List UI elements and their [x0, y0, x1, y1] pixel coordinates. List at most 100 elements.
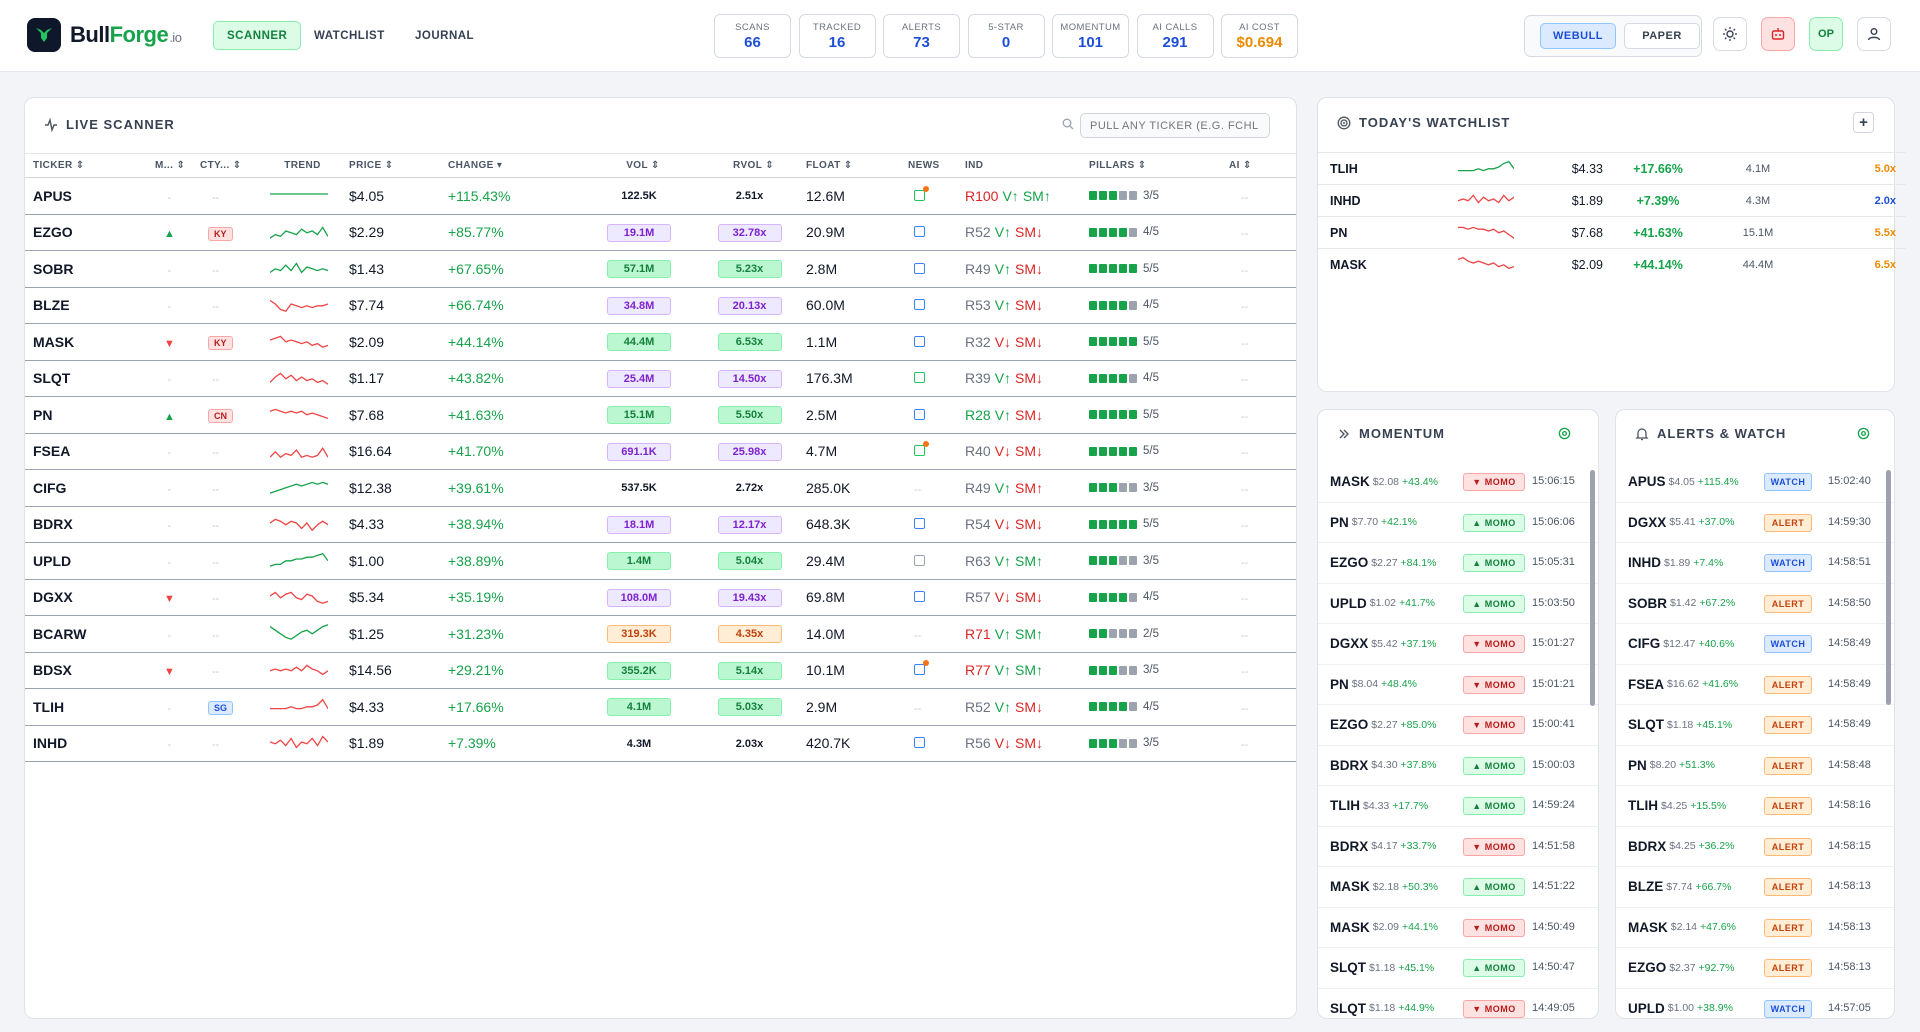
news-cell[interactable]: --: [900, 615, 957, 653]
ticker-cell[interactable]: APUS: [25, 177, 147, 215]
feed-ticker[interactable]: FSEA: [1628, 676, 1665, 692]
feed-ticker[interactable]: MASK: [1330, 879, 1370, 895]
news-icon[interactable]: [914, 335, 925, 347]
profile-button[interactable]: [1857, 17, 1891, 51]
ticker-cell[interactable]: PN: [25, 396, 147, 434]
watchlist-row[interactable]: PN $7.68 +41.63% 15.1M 5.5x: [1318, 216, 1906, 249]
column-header[interactable]: CHANGE ▾: [440, 153, 577, 178]
news-cell[interactable]: [900, 323, 957, 361]
feed-ticker[interactable]: EZGO: [1330, 555, 1369, 571]
momentum-item[interactable]: MASK $2.08 +43.4% ▼ MOMO 15:06:15: [1318, 462, 1598, 503]
feed-ticker[interactable]: TLIH: [1628, 798, 1658, 814]
news-cell[interactable]: --: [900, 688, 957, 726]
alert-item[interactable]: BDRX $4.25 +36.2% ALERT 14:58:15: [1616, 827, 1894, 867]
column-header[interactable]: RVOL ⇕: [701, 153, 798, 178]
nav-scanner[interactable]: SCANNER: [213, 21, 302, 50]
ticker-cell[interactable]: FSEA: [25, 433, 147, 470]
paper-button[interactable]: PAPER: [1624, 23, 1700, 49]
ticker-cell[interactable]: SOBR: [25, 250, 147, 288]
feed-ticker[interactable]: PN: [1330, 514, 1349, 530]
ticker-cell[interactable]: INHD: [25, 725, 147, 762]
momentum-item[interactable]: PN $7.70 +42.1% ▲ MOMO 15:06:06: [1318, 503, 1598, 543]
alerts-scrollbar[interactable]: [1886, 470, 1891, 705]
watchlist-row[interactable]: MASK $2.09 +44.14% 44.4M 6.5x: [1318, 248, 1906, 281]
alerts-settings-icon[interactable]: [1857, 427, 1870, 440]
feed-ticker[interactable]: SLQT: [1330, 1000, 1366, 1016]
table-row[interactable]: UPLD - -- $1.00 +38.89% 1.4M 5.04x 29.4M R63 V↑ SM…: [25, 542, 1296, 580]
news-icon[interactable]: [914, 660, 929, 676]
feed-ticker[interactable]: MASK: [1330, 474, 1370, 490]
column-header[interactable]: NEWS: [900, 153, 957, 178]
feed-ticker[interactable]: MASK: [1330, 919, 1370, 935]
news-icon[interactable]: [914, 554, 925, 566]
ticker-cell[interactable]: BDSX: [25, 652, 147, 689]
news-icon[interactable]: [914, 185, 929, 201]
add-watchlist-button[interactable]: +: [1853, 112, 1874, 133]
watchlist-row[interactable]: INHD $1.89 +7.39% 4.3M 2.0x: [1318, 184, 1906, 217]
feed-ticker[interactable]: PN: [1330, 676, 1349, 692]
ticker-cell[interactable]: BLZE: [25, 287, 147, 324]
news-cell[interactable]: --: [900, 469, 957, 507]
table-row[interactable]: SOBR - -- $1.43 +67.65% 57.1M 5.23x 2.8M R49 V↑ SM…: [25, 250, 1296, 288]
alert-item[interactable]: TLIH $4.25 +15.5% ALERT 14:58:16: [1616, 786, 1894, 827]
news-icon[interactable]: [914, 262, 925, 274]
feed-ticker[interactable]: INHD: [1628, 555, 1661, 571]
alert-item[interactable]: INHD $1.89 +7.4% WATCH 14:58:51: [1616, 543, 1894, 584]
news-cell[interactable]: [900, 287, 957, 324]
watchlist-row[interactable]: TLIH $4.33 +17.66% 4.1M 5.0x: [1318, 152, 1906, 185]
watchlist-ticker[interactable]: PN: [1318, 216, 1424, 249]
alert-item[interactable]: EZGO $2.37 +92.7% ALERT 14:58:13: [1616, 948, 1894, 989]
column-header[interactable]: AI ⇕: [1221, 153, 1296, 178]
ticker-cell[interactable]: DGXX: [25, 579, 147, 616]
ticker-cell[interactable]: BDRX: [25, 506, 147, 543]
alert-item[interactable]: FSEA $16.62 +41.6% ALERT 14:58:49: [1616, 665, 1894, 705]
news-cell[interactable]: [900, 652, 957, 689]
news-icon[interactable]: [914, 372, 925, 384]
feed-ticker[interactable]: PN: [1628, 757, 1647, 773]
watchlist-ticker[interactable]: INHD: [1318, 184, 1424, 217]
momentum-item[interactable]: BDRX $4.30 +37.8% ▲ MOMO 15:00:03: [1318, 746, 1598, 786]
alert-item[interactable]: SOBR $1.42 +67.2% ALERT 14:58:50: [1616, 584, 1894, 624]
feed-ticker[interactable]: SOBR: [1628, 595, 1668, 611]
feed-ticker[interactable]: DGXX: [1628, 514, 1667, 530]
table-row[interactable]: EZGO ▲ KY $2.29 +85.77% 19.1M 32.78x 20.9M R52 V↑…: [25, 214, 1296, 251]
feed-ticker[interactable]: SLQT: [1628, 717, 1664, 733]
news-icon[interactable]: [914, 226, 925, 238]
table-row[interactable]: APUS - -- $4.05 +115.43% 122.5K 2.51x 12.6M R100…: [25, 177, 1296, 215]
watchlist-ticker[interactable]: TLIH: [1318, 152, 1424, 185]
news-cell[interactable]: [900, 396, 957, 434]
table-row[interactable]: PN ▲ CN $7.68 +41.63% 15.1M 5.50x 2.5M R28 V↑ SM↓ 5…: [25, 396, 1296, 434]
momentum-item[interactable]: MASK $2.09 +44.1% ▼ MOMO 14:50:49: [1318, 908, 1598, 948]
news-cell[interactable]: [900, 214, 957, 251]
feed-ticker[interactable]: APUS: [1628, 474, 1666, 490]
news-icon[interactable]: [914, 737, 925, 749]
ticker-cell[interactable]: SLQT: [25, 360, 147, 397]
news-cell[interactable]: [900, 542, 957, 580]
feed-ticker[interactable]: EZGO: [1628, 960, 1667, 976]
feed-ticker[interactable]: BDRX: [1628, 838, 1667, 854]
ticker-search-input[interactable]: [1080, 113, 1270, 138]
momentum-item[interactable]: EZGO $2.27 +85.0% ▼ MOMO 15:00:41: [1318, 705, 1598, 746]
ai-bot-button[interactable]: [1761, 17, 1795, 51]
momentum-item[interactable]: MASK $2.18 +50.3% ▲ MOMO 14:51:22: [1318, 867, 1598, 908]
news-icon[interactable]: [914, 299, 925, 311]
webull-button[interactable]: WEBULL: [1540, 23, 1616, 49]
ticker-cell[interactable]: MASK: [25, 323, 147, 361]
logo[interactable]: BullForge.io: [70, 22, 182, 48]
momentum-item[interactable]: DGXX $5.42 +37.1% ▼ MOMO 15:01:27: [1318, 624, 1598, 665]
news-cell[interactable]: [900, 579, 957, 616]
column-header[interactable]: VOL ⇕: [577, 153, 701, 178]
table-row[interactable]: BDSX ▼ -- $14.56 +29.21% 355.2K 5.14x 10.1M R77 V…: [25, 652, 1296, 689]
feed-ticker[interactable]: TLIH: [1330, 798, 1360, 814]
column-header[interactable]: TICKER ⇕: [25, 153, 147, 178]
table-row[interactable]: INHD - -- $1.89 +7.39% 4.3M 2.03x 420.7K R56 V↓ SM…: [25, 725, 1296, 762]
alert-item[interactable]: CIFG $12.47 +40.6% WATCH 14:58:49: [1616, 624, 1894, 665]
news-cell[interactable]: [900, 433, 957, 470]
news-icon[interactable]: [914, 408, 925, 420]
alert-item[interactable]: PN $8.20 +51.3% ALERT 14:58:48: [1616, 746, 1894, 786]
news-icon[interactable]: [914, 591, 925, 603]
table-row[interactable]: SLQT - -- $1.17 +43.82% 25.4M 14.50x 176.3M R39 V…: [25, 360, 1296, 397]
momentum-item[interactable]: EZGO $2.27 +84.1% ▲ MOMO 15:05:31: [1318, 543, 1598, 584]
momentum-item[interactable]: SLQT $1.18 +45.1% ▲ MOMO 14:50:47: [1318, 948, 1598, 989]
column-header[interactable]: PILLARS ⇕: [1081, 153, 1221, 178]
